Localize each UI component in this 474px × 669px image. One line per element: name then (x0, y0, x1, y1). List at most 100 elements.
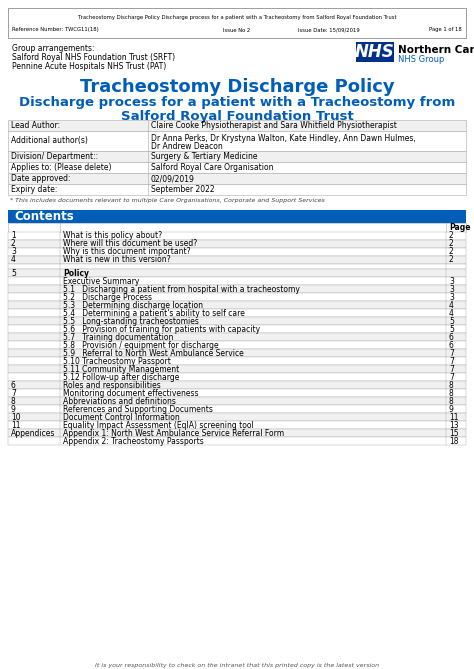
FancyBboxPatch shape (8, 301, 466, 309)
Text: 5.1   Discharging a patient from hospital with a tracheostomy: 5.1 Discharging a patient from hospital … (63, 284, 300, 294)
FancyBboxPatch shape (8, 256, 466, 264)
Text: 9: 9 (449, 405, 454, 413)
Text: 11: 11 (449, 413, 458, 421)
Text: Date approved:: Date approved: (11, 174, 71, 183)
Text: 9: 9 (11, 405, 16, 413)
FancyBboxPatch shape (8, 184, 466, 195)
FancyBboxPatch shape (8, 264, 466, 269)
FancyBboxPatch shape (8, 405, 466, 413)
Text: 10: 10 (11, 413, 21, 421)
Text: References and Supporting Documents: References and Supporting Documents (63, 405, 213, 413)
Text: Expiry date:: Expiry date: (11, 185, 57, 194)
Text: 5: 5 (449, 324, 454, 334)
Text: Applies to: (Please delete): Applies to: (Please delete) (11, 163, 111, 172)
Text: 15: 15 (449, 429, 459, 438)
Text: 3: 3 (449, 276, 454, 286)
FancyBboxPatch shape (8, 120, 466, 131)
FancyBboxPatch shape (8, 269, 466, 277)
Text: 6: 6 (11, 381, 16, 389)
Text: Issue No 2: Issue No 2 (223, 27, 251, 33)
Text: Group arrangements:: Group arrangements: (12, 44, 94, 53)
Text: Division/ Department::: Division/ Department:: (11, 152, 98, 161)
Text: Tracheostomy Discharge Policy: Tracheostomy Discharge Policy (80, 78, 394, 96)
Text: 5.11 Community Management: 5.11 Community Management (63, 365, 179, 373)
FancyBboxPatch shape (8, 429, 466, 437)
Text: 5: 5 (11, 268, 16, 278)
Text: September 2022: September 2022 (151, 185, 215, 194)
Text: 4: 4 (449, 300, 454, 310)
Text: 11: 11 (11, 421, 20, 429)
Text: Why is this document important?: Why is this document important? (63, 248, 191, 256)
FancyBboxPatch shape (8, 248, 466, 256)
FancyBboxPatch shape (8, 437, 466, 445)
FancyBboxPatch shape (8, 162, 466, 173)
Text: 8: 8 (449, 397, 454, 405)
Text: Appendices: Appendices (11, 429, 55, 438)
FancyBboxPatch shape (8, 232, 466, 240)
FancyBboxPatch shape (8, 389, 466, 397)
Text: Page: Page (449, 223, 471, 232)
Text: 5.3   Determining discharge location: 5.3 Determining discharge location (63, 300, 203, 310)
Text: What is this policy about?: What is this policy about? (63, 231, 162, 240)
FancyBboxPatch shape (8, 240, 466, 248)
FancyBboxPatch shape (8, 317, 466, 325)
Text: 3: 3 (449, 292, 454, 302)
Text: NHS: NHS (355, 43, 395, 61)
FancyBboxPatch shape (8, 285, 466, 293)
FancyBboxPatch shape (8, 421, 466, 429)
FancyBboxPatch shape (8, 325, 466, 333)
Text: Salford Royal Care Organisation: Salford Royal Care Organisation (151, 163, 273, 172)
FancyBboxPatch shape (8, 309, 466, 317)
Text: Surgery & Tertiary Medicine: Surgery & Tertiary Medicine (151, 152, 257, 161)
Text: NHS Group: NHS Group (398, 56, 444, 64)
Text: 6: 6 (449, 341, 454, 349)
Text: Abbreviations and definitions: Abbreviations and definitions (63, 397, 176, 405)
Text: Where will this document be used?: Where will this document be used? (63, 240, 197, 248)
Text: 7: 7 (11, 389, 16, 397)
FancyBboxPatch shape (8, 277, 466, 285)
FancyBboxPatch shape (8, 333, 466, 341)
Text: Reference Number: TWCG11(18): Reference Number: TWCG11(18) (12, 27, 99, 33)
Text: Equality Impact Assessment (EqIA) screening tool: Equality Impact Assessment (EqIA) screen… (63, 421, 254, 429)
Text: Northern Care Alliance: Northern Care Alliance (398, 45, 474, 55)
FancyBboxPatch shape (8, 223, 466, 232)
FancyBboxPatch shape (8, 397, 466, 405)
Text: 5.4   Determining a patient's ability to self care: 5.4 Determining a patient's ability to s… (63, 308, 245, 318)
FancyBboxPatch shape (8, 8, 466, 38)
Text: Issue Date: 15/09/2019: Issue Date: 15/09/2019 (298, 27, 360, 33)
Text: 2: 2 (11, 240, 16, 248)
Text: 2: 2 (449, 256, 454, 264)
Text: * This includes documents relevant to multiple Care Organisations, Corporate and: * This includes documents relevant to mu… (10, 198, 325, 203)
Text: 02/09/2019: 02/09/2019 (151, 174, 195, 183)
Text: 5.2   Discharge Process: 5.2 Discharge Process (63, 292, 152, 302)
FancyBboxPatch shape (8, 373, 466, 381)
FancyBboxPatch shape (8, 349, 466, 357)
Text: Executive Summary: Executive Summary (63, 276, 139, 286)
Text: Dr Andrew Deacon: Dr Andrew Deacon (151, 142, 223, 151)
Text: Page 1 of 18: Page 1 of 18 (429, 27, 462, 33)
Text: 7: 7 (449, 373, 454, 381)
Text: 6: 6 (449, 332, 454, 341)
Text: 5.7   Training documentation: 5.7 Training documentation (63, 332, 173, 341)
Text: Lead Author:: Lead Author: (11, 121, 60, 130)
FancyBboxPatch shape (8, 293, 466, 301)
Text: 2: 2 (449, 240, 454, 248)
FancyBboxPatch shape (8, 210, 466, 223)
Text: Document Control Information: Document Control Information (63, 413, 180, 421)
FancyBboxPatch shape (8, 131, 466, 151)
Text: 4: 4 (11, 256, 16, 264)
Text: 5.10 Tracheostomy Passport: 5.10 Tracheostomy Passport (63, 357, 171, 365)
Text: Appendix 1: North West Ambulance Service Referral Form: Appendix 1: North West Ambulance Service… (63, 429, 284, 438)
Text: 8: 8 (11, 397, 16, 405)
Text: Contents: Contents (14, 210, 74, 223)
Text: 1: 1 (11, 231, 16, 240)
FancyBboxPatch shape (8, 151, 466, 162)
FancyBboxPatch shape (8, 381, 466, 389)
Text: 7: 7 (449, 365, 454, 373)
Text: Roles and responsibilities: Roles and responsibilities (63, 381, 161, 389)
Text: 8: 8 (449, 389, 454, 397)
FancyBboxPatch shape (8, 341, 466, 349)
Text: Discharge process for a patient with a Tracheostomy from: Discharge process for a patient with a T… (19, 96, 455, 109)
Text: 5.5   Long-standing tracheostomies: 5.5 Long-standing tracheostomies (63, 316, 199, 326)
Text: It is your responsibility to check on the intranet that this printed copy is the: It is your responsibility to check on th… (95, 663, 379, 668)
